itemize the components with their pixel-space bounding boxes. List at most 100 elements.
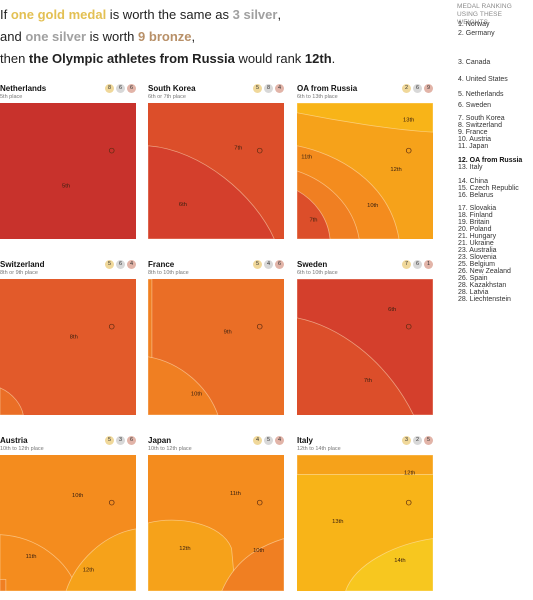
region-rank-label: 14th bbox=[394, 558, 405, 564]
silver-medal-count: 6 bbox=[116, 260, 125, 269]
panel-title: Netherlands bbox=[0, 84, 47, 93]
region-rank-label: 12th bbox=[179, 546, 190, 552]
ranking-item: 11. Japan bbox=[458, 143, 489, 150]
rank-region bbox=[65, 528, 136, 591]
region-background bbox=[0, 279, 136, 415]
ranking-item: 8. Switzerland bbox=[458, 122, 502, 129]
ranking-item: 3. Canada bbox=[458, 59, 491, 66]
headline-line-1: If one gold medal is worth the same as 3… bbox=[0, 4, 420, 26]
panel-subtitle: 6th or 7th place bbox=[148, 94, 186, 100]
gold-medal-count: 8 bbox=[105, 84, 114, 93]
headline-text: . bbox=[331, 51, 336, 66]
ranking-item: 14. China bbox=[458, 178, 488, 185]
gold-medal-count: 5 bbox=[253, 84, 262, 93]
gold-medal-count: 5 bbox=[105, 260, 114, 269]
region-rank-label: 6th bbox=[388, 307, 396, 313]
current-weight-marker bbox=[405, 499, 412, 506]
bronze-medal-count: 4 bbox=[275, 84, 284, 93]
rank-region bbox=[148, 519, 236, 591]
region-rank-label: 10th bbox=[191, 392, 202, 398]
ranking-item: 5. Netherlands bbox=[458, 91, 504, 98]
region-rank-label: 5th bbox=[62, 184, 70, 190]
headline-text: , bbox=[277, 7, 282, 22]
ranking-item: 23. Australia bbox=[458, 247, 497, 254]
ranking-item: 2. Germany bbox=[458, 30, 495, 37]
bronze-medal-count: 5 bbox=[424, 436, 433, 445]
silver-medal-count: 5 bbox=[264, 436, 273, 445]
ranking-item: 26. Spain bbox=[458, 275, 488, 282]
headline-text: would rank bbox=[234, 51, 305, 66]
rank-region bbox=[297, 279, 433, 415]
current-weight-marker bbox=[405, 323, 412, 330]
ranking-item: 21. Ukraine bbox=[458, 240, 494, 247]
panel-netherlands: Netherlands 5th place 8 6 6 5th bbox=[0, 84, 136, 239]
rank-region-plot: 12th 13th 14th bbox=[297, 455, 433, 591]
ranking-item: 25. Belgium bbox=[458, 261, 495, 268]
panel-subtitle: 10th to 12th place bbox=[148, 446, 192, 452]
ranking-item: 13. Italy bbox=[458, 164, 483, 171]
region-rank-label: 10th bbox=[72, 493, 83, 499]
current-weight-marker bbox=[256, 147, 263, 154]
ranking-item: 16. Belarus bbox=[458, 192, 494, 199]
current-weight-marker bbox=[256, 499, 263, 506]
rank-region bbox=[297, 189, 331, 239]
panel-title: Italy bbox=[297, 436, 314, 445]
ranking-item: 15. Czech Republic bbox=[458, 185, 519, 192]
headline-text: then bbox=[0, 51, 29, 66]
rank-region-plot: 7th 6th bbox=[148, 103, 284, 239]
region-rank-label: 13th bbox=[332, 519, 343, 525]
panel-subtitle: 8th or 9th place bbox=[0, 270, 38, 276]
panel-subtitle: 6th to 10th place bbox=[297, 270, 338, 276]
region-rank-label: 12th bbox=[404, 470, 415, 476]
silver-medal-count: 4 bbox=[264, 260, 273, 269]
region-rank-label: 8th bbox=[70, 334, 78, 340]
panel-switzerland: Switzerland 8th or 9th place 5 6 4 8th bbox=[0, 260, 136, 415]
silver-medal-count: 2 bbox=[413, 436, 422, 445]
panel-title: Sweden bbox=[297, 260, 328, 269]
panel-subtitle: 10th to 12th place bbox=[0, 446, 44, 452]
rank-region-plot: 5th bbox=[0, 103, 136, 239]
ranking-item: 23. Slovenia bbox=[458, 254, 497, 261]
headline-line-2: and one silver is worth 9 bronze, bbox=[0, 26, 420, 48]
rank-region bbox=[0, 387, 24, 415]
ranking-item-highlighted: 12. OA from Russia bbox=[458, 157, 523, 164]
bronze-medal-count: 6 bbox=[127, 436, 136, 445]
region-rank-label: 7th bbox=[364, 378, 372, 384]
bronze-medal-count: 4 bbox=[275, 436, 284, 445]
current-weight-marker bbox=[405, 147, 412, 154]
bronze-medal-count: 9 bbox=[424, 84, 433, 93]
region-rank-label: 11th bbox=[301, 154, 312, 160]
panel-oa-from-russia: OA from Russia 6th to 13th place 2 6 9 13th 12… bbox=[297, 84, 433, 239]
current-weight-marker bbox=[108, 323, 115, 330]
region-rank-label: 13th bbox=[403, 117, 414, 123]
ranking-item: 28. Liechtenstein bbox=[458, 296, 511, 303]
panel-subtitle: 5th place bbox=[0, 94, 23, 100]
rank-region bbox=[148, 356, 219, 415]
current-weight-marker bbox=[256, 323, 263, 330]
medal-ranking: MEDAL RANKING USING THESE WEIGHTS 1. Nor… bbox=[457, 3, 533, 303]
bronze-medal-count: 4 bbox=[127, 260, 136, 269]
silver-medal-count: 6 bbox=[413, 260, 422, 269]
bronze-medal-count: 6 bbox=[127, 84, 136, 93]
region-rank-label: 12th bbox=[83, 568, 94, 574]
ranking-item: 28. Latvia bbox=[458, 289, 489, 296]
ranking-item: 10. Austria bbox=[458, 136, 492, 143]
headline-text: and bbox=[0, 29, 26, 44]
ranking-subtitle: USING THESE WEIGHTS bbox=[457, 11, 503, 26]
bronze-weight: 9 bronze bbox=[138, 29, 192, 44]
panel-title: OA from Russia bbox=[297, 84, 358, 93]
silver-medal-count: 6 bbox=[116, 84, 125, 93]
panel-subtitle: 6th to 13th place bbox=[297, 94, 338, 100]
region-rank-label: 11th bbox=[26, 554, 37, 560]
rank-region bbox=[297, 103, 433, 133]
silver-medal-count: 6 bbox=[413, 84, 422, 93]
